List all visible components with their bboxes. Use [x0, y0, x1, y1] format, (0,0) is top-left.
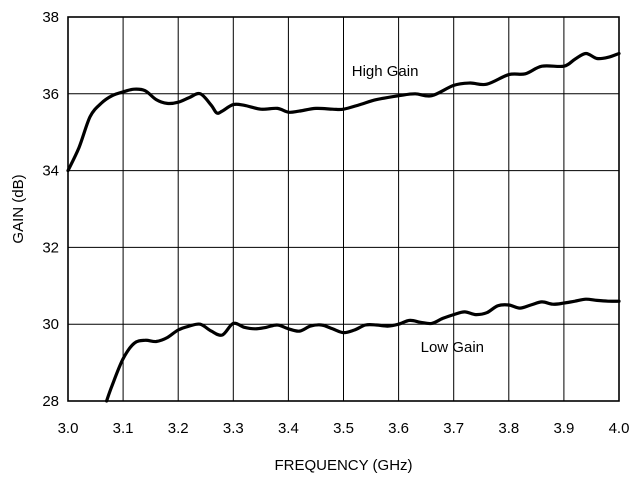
y-tick-label: 34 [42, 163, 59, 180]
x-tick-labels: 3.0 3.1 3.2 3.3 3.4 3.5 3.6 3.7 3.8 3.9 4.0 [58, 420, 630, 437]
x-tick-label: 3.0 [58, 420, 79, 437]
y-tick-label: 28 [42, 393, 59, 410]
y-axis-label: GAIN (dB) [10, 174, 27, 243]
x-tick-label: 4.0 [609, 420, 630, 437]
plot-frame [67, 16, 620, 402]
x-tick-label: 3.9 [553, 420, 574, 437]
y-tick-label: 30 [42, 316, 59, 333]
low-gain-line [105, 297, 621, 403]
x-tick-label: 3.7 [443, 420, 464, 437]
x-tick-label: 3.4 [278, 420, 299, 437]
y-tick-label: 32 [42, 239, 59, 256]
x-tick-label: 3.6 [388, 420, 409, 437]
x-tick-label: 3.2 [168, 420, 189, 437]
x-axis-label: FREQUENCY (GHz) [274, 457, 412, 474]
y-tick-label: 36 [42, 86, 59, 103]
grid [67, 16, 620, 402]
x-tick-label: 3.8 [498, 420, 519, 437]
series-label-high-gain: High Gain [352, 63, 419, 80]
x-tick-label: 3.3 [223, 420, 244, 437]
x-tick-label: 3.1 [113, 420, 134, 437]
series-label-low-gain: Low Gain [421, 339, 484, 356]
y-tick-labels: 28 30 32 34 36 38 [42, 9, 59, 410]
series-layer [66, 51, 621, 403]
x-tick-label: 3.5 [333, 420, 354, 437]
y-tick-label: 38 [42, 9, 59, 26]
high-gain-line [66, 51, 621, 173]
